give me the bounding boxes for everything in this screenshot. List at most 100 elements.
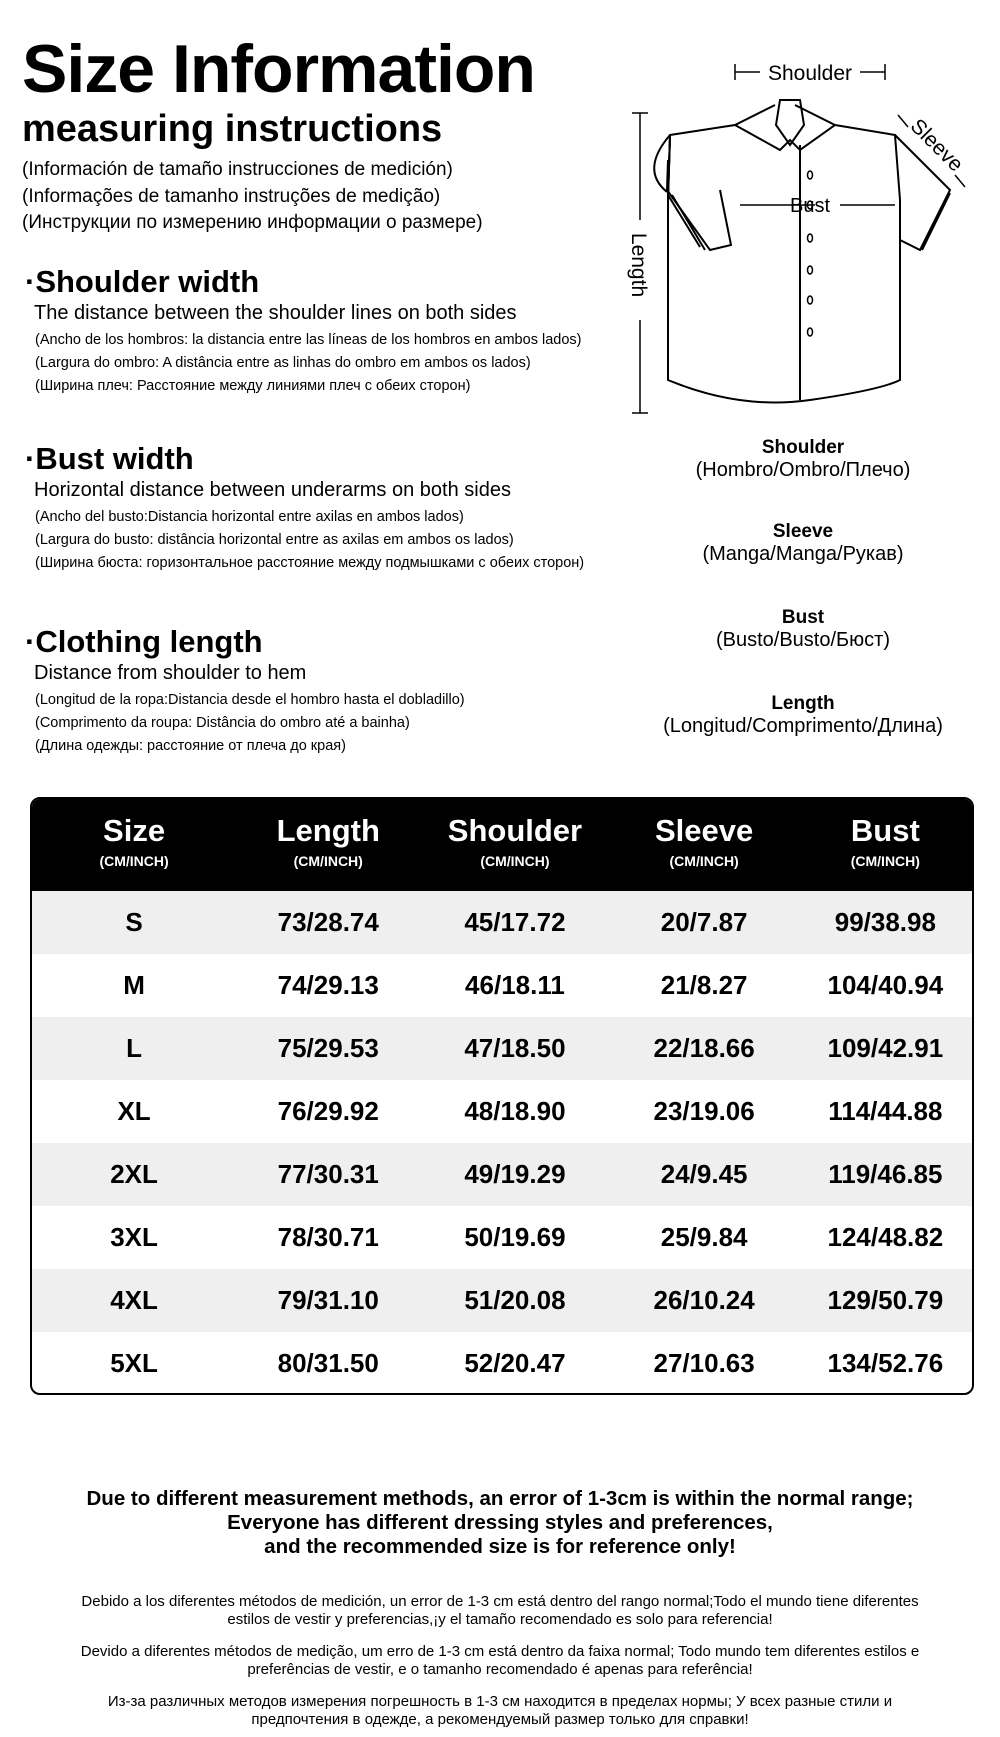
measurement-cell: 26/10.24 (653, 1285, 755, 1315)
measurement-cell: 73/28.74 (277, 907, 379, 937)
measurement-cell: 51/20.08 (464, 1285, 566, 1315)
measurement-cell: 27/10.63 (653, 1348, 755, 1378)
translation-pt: (Informações de tamanho instruções de me… (22, 185, 441, 207)
size-cell: 4XL (110, 1285, 158, 1315)
measurement-cell: 99/38.98 (834, 907, 936, 937)
shirt-diagram: Shoulder Bust Length Sleeve (627, 62, 968, 414)
section-clothing-length: ·Clothing length Distance from shoulder … (25, 624, 585, 755)
legend-translation: (Hombro/Ombro/Плечо) (695, 459, 911, 481)
section-heading: ·Clothing length (25, 624, 263, 659)
shirt-icon (653, 99, 952, 404)
table-header: Size (CM/INCH) Length (CM/INCH) Shoulder (CM/… (32, 799, 972, 891)
legend-translation: (Longitud/Comprimento/Длина) (663, 715, 943, 737)
table-body: S 73/28.74 45/17.72 20/7.87 99/38.98 M 74/29.1… (32, 891, 972, 1393)
measurement-cell: 22/18.66 (653, 1033, 755, 1063)
diagram-label-bust: Bust (790, 195, 830, 217)
measurement-cell: 74/29.13 (277, 970, 379, 1000)
measurement-cell: 46/18.11 (465, 970, 565, 1000)
disclaimer-en-line: Everyone has different dressing styles a… (227, 1511, 773, 1534)
column-header: Size (CM/INCH) (32, 799, 236, 891)
legend-translation: (Manga/Manga/Рукав) (702, 543, 904, 565)
measurement-cell: 77/30.31 (277, 1159, 379, 1189)
legend-name: Bust (781, 607, 825, 628)
disclaimer-es: Debido a los diferentes métodos de medic… (81, 1593, 919, 1628)
size-cell: 2XL (110, 1159, 158, 1189)
section-bust-width: ·Bust width Horizontal distance between … (25, 441, 585, 572)
size-table: Size (CM/INCH) Length (CM/INCH) Shoulder (CM/… (30, 797, 974, 1395)
section-translation: (Largura do busto: distância horizontal … (35, 532, 514, 548)
legend-name: Shoulder (761, 437, 845, 458)
legend-translation: (Busto/Busto/Бюст) (715, 629, 890, 651)
section-translation: (Длина одежды: расстояние от плеча до кр… (35, 738, 346, 754)
diagram-label-shoulder: Shoulder (768, 62, 852, 85)
disclaimer-en-line: Due to different measurement methods, an… (86, 1487, 914, 1510)
section-translation: (Comprimento da roupa: Distância do ombr… (35, 715, 410, 731)
measurement-cell: 80/31.50 (277, 1348, 379, 1378)
measurement-cell: 20/7.87 (660, 907, 748, 937)
measurement-cell: 129/50.79 (827, 1285, 944, 1315)
legend-name: Length (771, 693, 835, 714)
diagram-label-sleeve: Sleeve (906, 115, 968, 177)
measurement-cell: 21/8.27 (660, 970, 748, 1000)
section-translation: (Ширина плеч: Расстояние между линиями п… (35, 378, 471, 394)
legend-name: Sleeve (772, 521, 834, 542)
size-cell: 3XL (110, 1222, 158, 1252)
translation-ru: (Инструкции по измерению информации о ра… (22, 212, 483, 233)
disclaimer-ru: Из-за различных методов измерения погреш… (107, 1693, 893, 1728)
section-translation: (Largura do ombro: A distância entre as … (35, 355, 531, 371)
legend-bust: Bust (Busto/Busto/Бюст) (638, 607, 968, 652)
measurement-cell: 104/40.94 (827, 970, 944, 1000)
measurement-cell: 25/9.84 (660, 1222, 748, 1252)
column-header: Length (CM/INCH) (236, 799, 420, 891)
section-description: The distance between the shoulder lines … (34, 302, 517, 324)
column-title: Bust (850, 813, 920, 848)
measurement-cell: 134/52.76 (827, 1348, 944, 1378)
size-cell: L (126, 1033, 142, 1063)
column-header: Sleeve (CM/INCH) (610, 799, 799, 891)
size-cell: M (123, 970, 145, 1000)
column-unit: (CM/INCH) (99, 853, 169, 869)
measurement-cell: 75/29.53 (277, 1033, 379, 1063)
column-title: Sleeve (654, 813, 754, 848)
measurement-cell: 45/17.72 (464, 907, 566, 937)
measurement-cell: 114/44.88 (828, 1096, 943, 1126)
measurement-cell: 47/18.50 (464, 1033, 566, 1063)
legend-shoulder: Shoulder (Hombro/Ombro/Плечо) (638, 437, 968, 482)
measurement-cell: 78/30.71 (277, 1222, 379, 1252)
measurement-cell: 109/42.91 (827, 1033, 944, 1063)
size-cell: S (125, 907, 143, 937)
size-cell: 5XL (110, 1348, 158, 1378)
section-description: Distance from shoulder to hem (34, 662, 307, 684)
measurement-cell: 76/29.92 (277, 1096, 379, 1126)
section-translation: (Ancho del busto:Distancia horizontal en… (35, 509, 464, 525)
page-title: Size Information (22, 31, 536, 107)
title-translations: (Información de tamaño instrucciones de … (22, 157, 483, 237)
measurement-cell: 24/9.45 (660, 1159, 748, 1189)
column-unit: (CM/INCH) (293, 853, 363, 869)
legend-sleeve: Sleeve (Manga/Manga/Рукав) (638, 521, 968, 566)
measurement-cell: 23/19.06 (653, 1096, 755, 1126)
measurement-cell: 48/18.90 (464, 1096, 566, 1126)
section-translation: (Ancho de los hombros: la distancia entr… (35, 332, 582, 348)
section-heading: ·Bust width (25, 441, 194, 476)
section-translation: (Longitud de la ropa:Distancia desde el … (35, 692, 465, 708)
column-unit: (CM/INCH) (850, 853, 920, 869)
column-title: Shoulder (447, 813, 583, 848)
table-row: M 74/29.13 46/18.11 21/8.27 104/40.94 (32, 954, 972, 1017)
column-header: Shoulder (CM/INCH) (420, 799, 609, 891)
section-translation: (Ширина бюста: горизонтальное расстояние… (35, 555, 585, 571)
section-shoulder-width: ·Shoulder width The distance between the… (25, 264, 585, 395)
table-row: 2XL 77/30.31 49/19.29 24/9.45 119/46.85 (32, 1143, 972, 1206)
disclaimer-pt: Devido a diferentes métodos de medição, … (80, 1643, 920, 1678)
diagram-label-length: Length (627, 233, 650, 297)
measurement-cell: 50/19.69 (464, 1222, 566, 1252)
table-row: 3XL 78/30.71 50/19.69 25/9.84 124/48.82 (32, 1206, 972, 1269)
column-header: Bust (CM/INCH) (799, 799, 972, 891)
disclaimer: Due to different measurement methods, an… (0, 1487, 1000, 1729)
table-row: S 73/28.74 45/17.72 20/7.87 99/38.98 (32, 891, 972, 954)
table-row: L 75/29.53 47/18.50 22/18.66 109/42.91 (32, 1017, 972, 1080)
page-subtitle: measuring instructions (22, 108, 443, 150)
measurement-cell: 119/46.85 (828, 1159, 943, 1189)
legend-length: Length (Longitud/Comprimento/Длина) (638, 693, 968, 738)
measurement-cell: 79/31.10 (277, 1285, 379, 1315)
